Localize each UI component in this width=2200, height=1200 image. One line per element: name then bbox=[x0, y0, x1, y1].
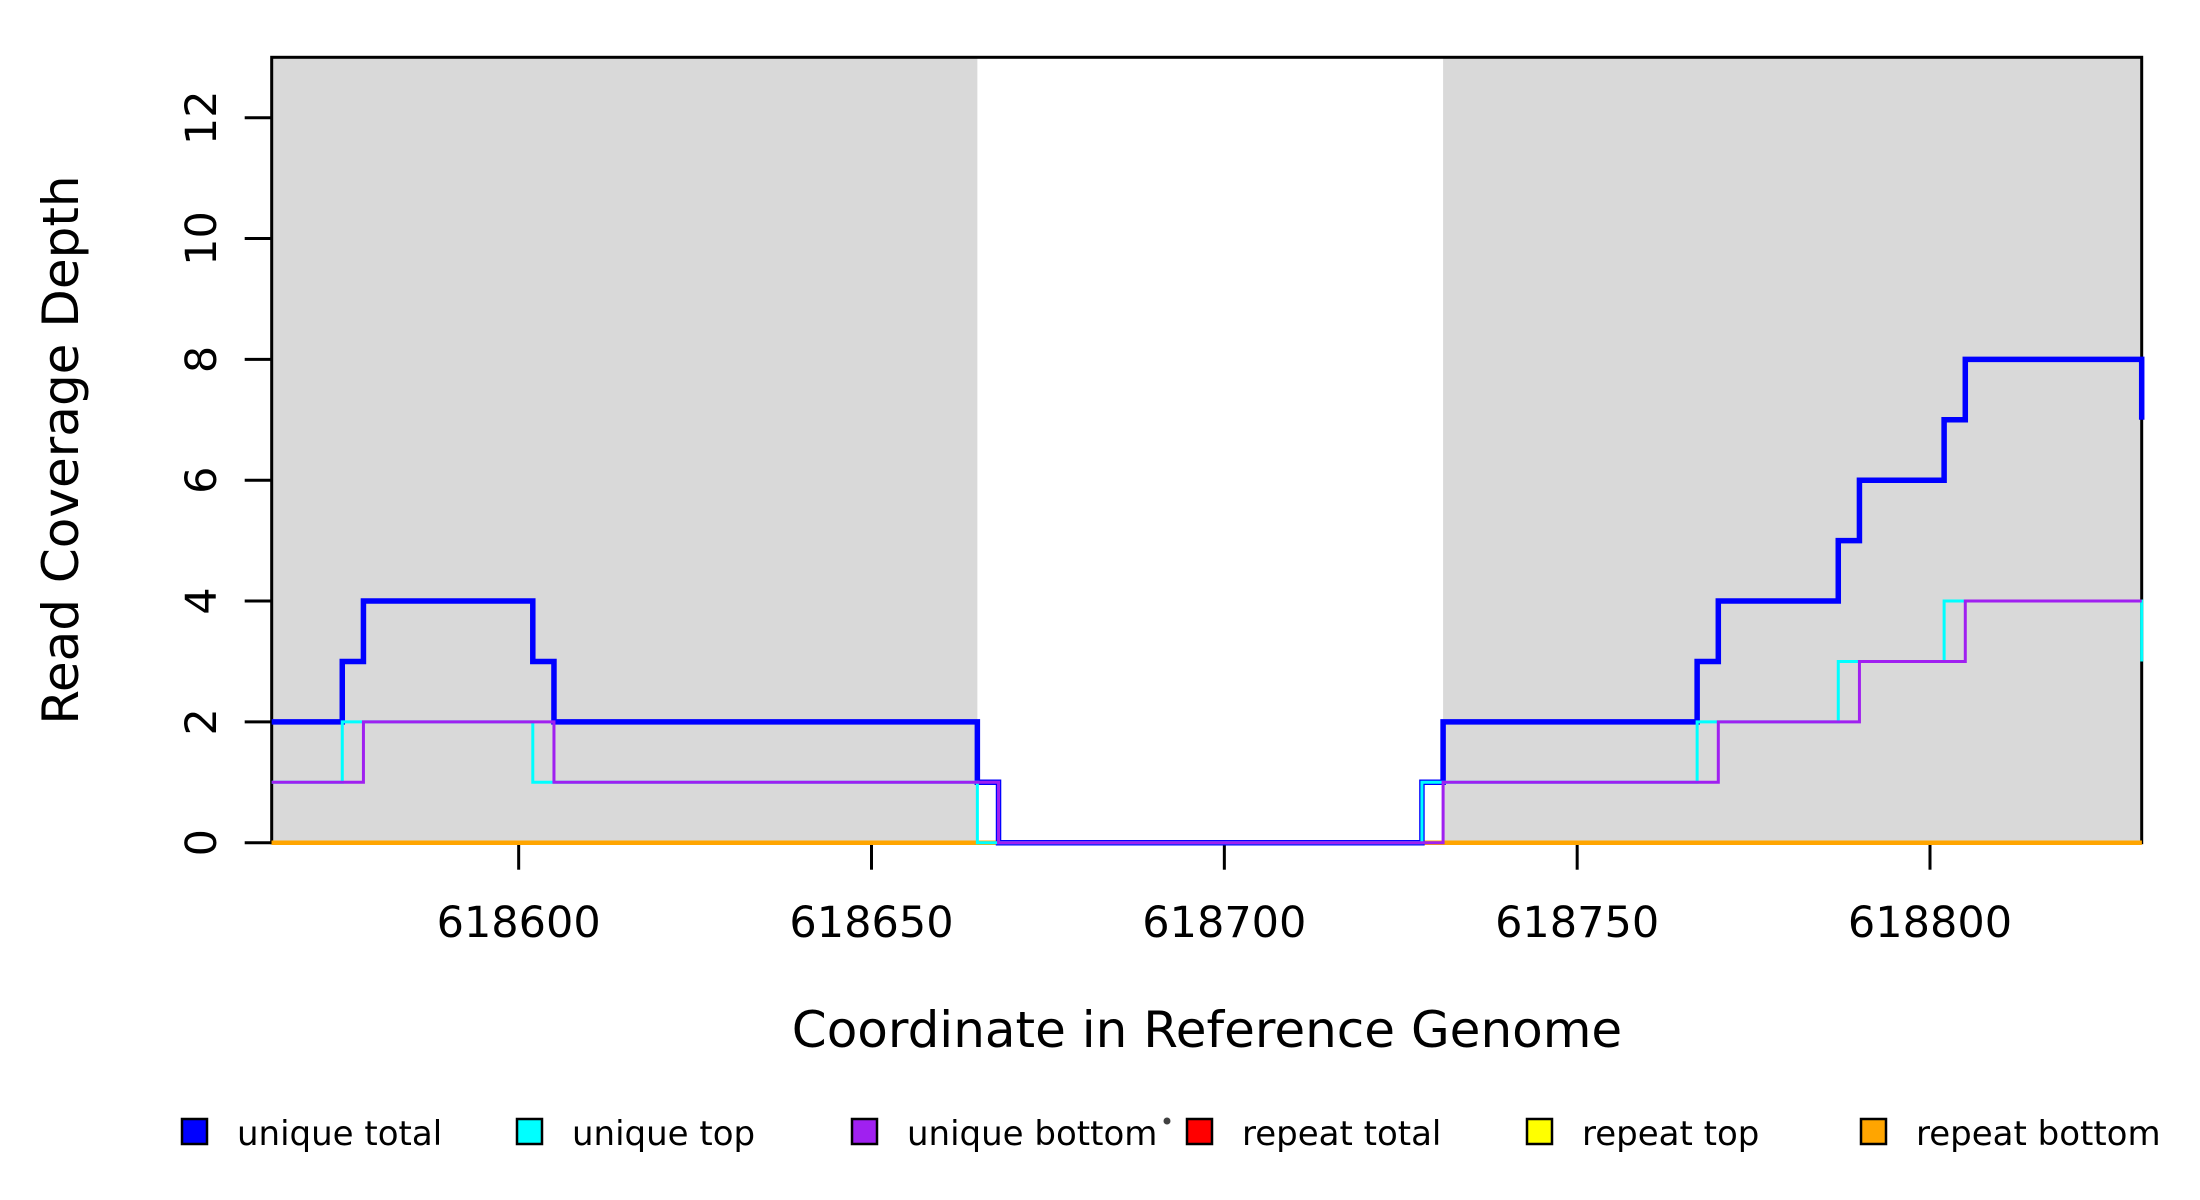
legend-swatch-repeat-total bbox=[1185, 1117, 1214, 1146]
y-axis-label: Read Coverage Depth bbox=[32, 175, 90, 724]
x-tick-label: 618600 bbox=[437, 898, 601, 948]
plot-layers: 618600 618650 618700 618750 618800 0 2 4 6 8 10 12 bbox=[177, 55, 2145, 948]
y-tick-label: 8 bbox=[177, 346, 227, 373]
legend-label-repeat-bottom: repeat bottom bbox=[1916, 1114, 2161, 1154]
y-tick-label: 0 bbox=[177, 829, 227, 856]
series-unique-bottom bbox=[271, 599, 2142, 845]
legend-label-unique-total: unique total bbox=[237, 1114, 442, 1154]
y-tick-label: 6 bbox=[177, 467, 227, 494]
legend-swatch-unique-bottom bbox=[850, 1117, 879, 1146]
x-tick-label: 618650 bbox=[789, 898, 953, 948]
y-tick-label: 10 bbox=[177, 211, 227, 266]
shaded-region bbox=[1443, 57, 2142, 843]
legend-swatch-repeat-bottom bbox=[1859, 1117, 1888, 1146]
shaded-region bbox=[271, 57, 978, 843]
x-tick-label: 618800 bbox=[1848, 898, 2012, 948]
legend-label-unique-bottom: unique bottom bbox=[907, 1114, 1157, 1154]
stray-dot bbox=[1163, 1117, 1171, 1125]
legend: unique total unique top unique bottom repea… bbox=[180, 1114, 2161, 1154]
legend-swatch-unique-total bbox=[180, 1117, 209, 1146]
x-axis-label: Coordinate in Reference Genome bbox=[792, 1001, 1622, 1059]
y-tick-label: 2 bbox=[177, 708, 227, 735]
x-tick-label: 618750 bbox=[1495, 898, 1659, 948]
legend-label-unique-top: unique top bbox=[572, 1114, 755, 1154]
legend-label-repeat-top: repeat top bbox=[1582, 1114, 1759, 1154]
legend-swatch-repeat-top bbox=[1525, 1117, 1554, 1146]
legend-swatch-unique-top bbox=[515, 1117, 544, 1146]
y-tick-label: 12 bbox=[177, 90, 227, 145]
legend-label-repeat-total: repeat total bbox=[1242, 1114, 1441, 1154]
x-tick-label: 618700 bbox=[1142, 898, 1306, 948]
y-tick-label: 4 bbox=[177, 587, 227, 614]
